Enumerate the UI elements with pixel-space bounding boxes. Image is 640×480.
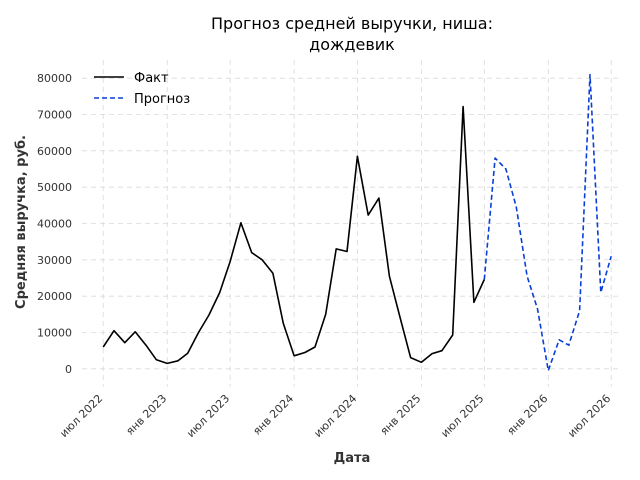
grid — [82, 60, 622, 387]
y-tick-label: 50000 — [37, 181, 72, 194]
x-tick-label: янв 2025 — [378, 392, 424, 438]
legend-label-forecast: Прогноз — [134, 92, 190, 107]
y-axis-label: Средняя выручка, руб. — [14, 135, 29, 309]
x-axis-ticks: июл 2022 янв 2023 июл 2023 янв 2024 июл 2024… — [57, 392, 613, 440]
x-tick-label: июл 2023 — [184, 392, 232, 440]
series-layer — [102, 73, 612, 372]
x-tick-label: янв 2026 — [505, 392, 551, 438]
x-axis-label: Дата — [334, 451, 371, 466]
legend: Факт Прогноз — [94, 71, 190, 107]
x-tick-label: июл 2022 — [57, 392, 105, 440]
series-line-forecast — [483, 73, 612, 372]
legend-label-fact: Факт — [134, 71, 169, 86]
y-tick-label: 70000 — [37, 109, 72, 122]
y-tick-label: 30000 — [37, 254, 72, 267]
x-tick-label: янв 2023 — [123, 392, 169, 438]
y-tick-label: 20000 — [37, 290, 72, 303]
x-tick-label: янв 2024 — [250, 392, 296, 438]
y-tick-label: 10000 — [37, 327, 72, 340]
y-tick-label: 80000 — [37, 72, 72, 85]
x-tick-label: июл 2026 — [565, 392, 613, 440]
series-line-fact — [102, 105, 486, 365]
x-tick-label: июл 2025 — [438, 392, 486, 440]
chart-title-line-2: дождевик — [309, 35, 395, 54]
chart-title-line-1: Прогноз средней выручки, ниша: — [211, 14, 493, 33]
y-axis-ticks: 0 10000 20000 30000 40000 50000 60000 70000 8000… — [37, 72, 72, 376]
y-tick-label: 60000 — [37, 145, 72, 158]
x-tick-label: июл 2024 — [311, 392, 359, 440]
y-tick-label: 0 — [65, 363, 72, 376]
y-tick-label: 40000 — [37, 218, 72, 231]
